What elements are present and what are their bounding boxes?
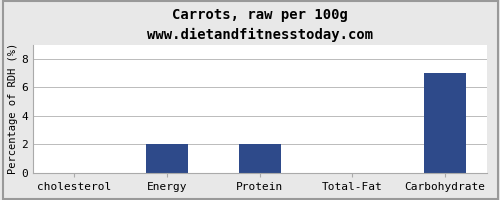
Bar [146, 144, 188, 173]
Bar [424, 73, 466, 173]
Y-axis label: Percentage of RDH (%): Percentage of RDH (%) [8, 43, 18, 174]
Title: Carrots, raw per 100g
www.dietandfitnesstoday.com: Carrots, raw per 100g www.dietandfitness… [146, 8, 372, 42]
Bar [239, 144, 281, 173]
